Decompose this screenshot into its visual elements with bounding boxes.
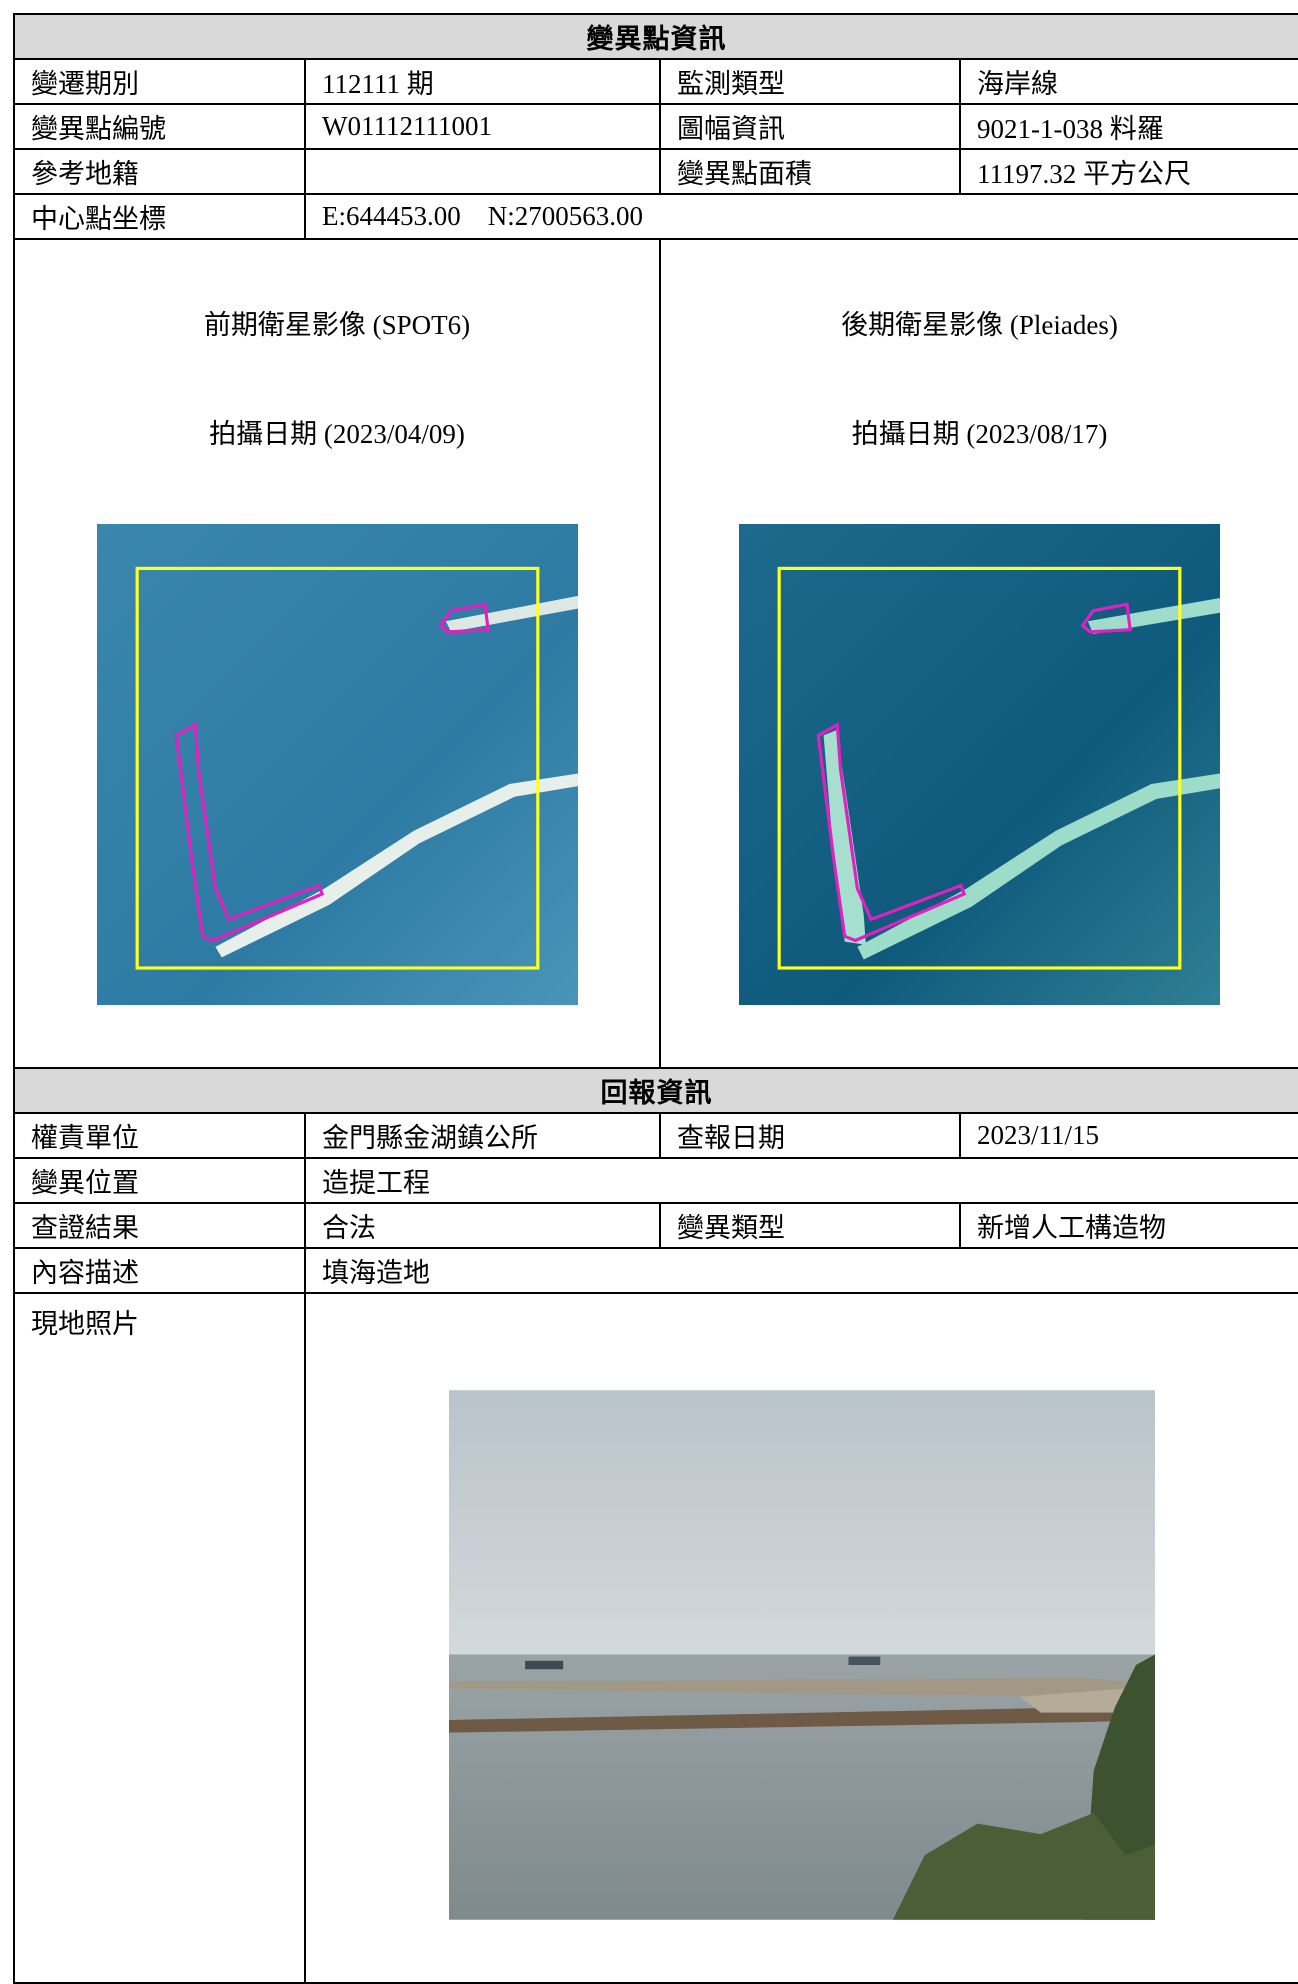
field-label: 變遷期別: [13, 58, 306, 105]
field-value: 112111 期: [304, 58, 661, 105]
satellite-image: [739, 524, 1220, 1005]
field-value: 填海造地: [304, 1247, 1298, 1294]
satellite-image: [96, 524, 578, 1005]
field-label: 圖幅資訊: [659, 103, 961, 150]
page: 變異點資訊 變遷期別 112111 期 監測類型 海岸線 變異點編號 W0111…: [13, 13, 1298, 1984]
photo-cell: [304, 1292, 1298, 1984]
field-label: 變異類型: [659, 1202, 961, 1249]
field-label: 參考地籍: [13, 148, 306, 195]
field-value: 新增人工構造物: [959, 1202, 1298, 1249]
field-label: 現地照片: [13, 1292, 306, 1984]
field-value: E:644453.00 N:2700563.00: [304, 193, 1298, 240]
image-cell: 前期衛星影像 (SPOT6) 拍攝日期 (2023/04/09): [13, 238, 661, 1069]
field-value: 金門縣金湖鎮公所: [304, 1112, 661, 1159]
field-label: 查報日期: [659, 1112, 961, 1159]
field-label: 變異點面積: [659, 148, 961, 195]
field-label: 中心點坐標: [13, 193, 306, 240]
image-cell: 後期衛星影像 (Pleiades) 拍攝日期 (2023/08/17): [659, 238, 1298, 1069]
image-date: 拍攝日期 (2023/08/17): [851, 419, 1108, 449]
field-value: 11197.32 平方公尺: [959, 148, 1298, 195]
field-label: 變異點編號: [13, 103, 306, 150]
field-value: 2023/11/15: [959, 1112, 1298, 1159]
field-label: 變異位置: [13, 1157, 306, 1204]
field-value: 9021-1-038 料羅: [959, 103, 1298, 150]
site-photo: [449, 1390, 1155, 1920]
field-value: 造提工程: [304, 1157, 1298, 1204]
image-caption: 前期衛星影像 (SPOT6): [203, 310, 471, 340]
section-title: 變異點資訊: [13, 13, 1298, 60]
image-date: 拍攝日期 (2023/04/09): [209, 419, 465, 449]
field-value: [304, 148, 661, 195]
field-value: 海岸線: [959, 58, 1298, 105]
field-label: 權責單位: [13, 1112, 306, 1159]
field-label: 內容描述: [13, 1247, 306, 1294]
report-table: 變異點資訊 變遷期別 112111 期 監測類型 海岸線 變異點編號 W0111…: [13, 13, 1298, 1984]
field-value: W01112111001: [304, 103, 661, 150]
field-value: 合法: [304, 1202, 661, 1249]
section-title: 回報資訊: [13, 1067, 1298, 1114]
field-label: 查證結果: [13, 1202, 306, 1249]
image-caption: 後期衛星影像 (Pleiades): [841, 310, 1118, 340]
field-label: 監測類型: [659, 58, 961, 105]
